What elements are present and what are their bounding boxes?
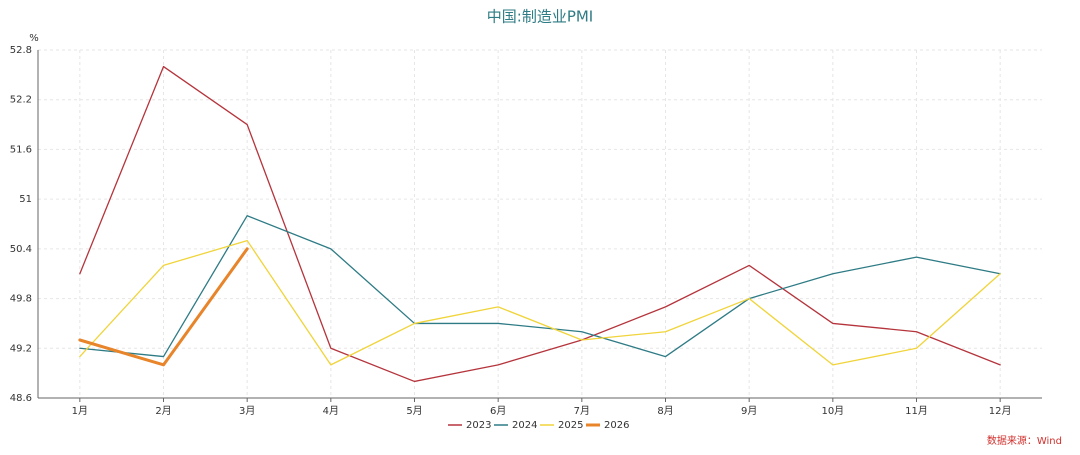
y-unit: %	[29, 33, 39, 44]
x-tick-label: 2月	[155, 405, 171, 417]
y-tick-label: 51.6	[10, 144, 32, 155]
x-tick-label: 7月	[574, 405, 590, 417]
series-line	[79, 239, 1001, 366]
y-tick-label: 49.2	[10, 343, 32, 354]
x-tick-label: 5月	[406, 405, 422, 417]
x-tick-label: 11月	[905, 405, 928, 417]
series-line	[78, 247, 249, 367]
y-tick-label: 49.8	[10, 294, 32, 305]
y-tick-label: 50.4	[10, 244, 32, 255]
legend-label: 2026	[604, 420, 629, 431]
y-tick-label: 52.2	[10, 95, 32, 106]
x-tick-label: 1月	[72, 405, 88, 417]
legend-label: 2025	[558, 420, 583, 431]
y-tick-label: 52.8	[10, 45, 32, 56]
source: 数据来源：Wind	[987, 434, 1062, 447]
x-tick-label: 3月	[239, 405, 255, 417]
x-tick-label: 8月	[657, 405, 673, 417]
legend-label: 2024	[512, 420, 537, 431]
x-tick-label: 6月	[490, 405, 506, 417]
x-tick-label: 4月	[323, 405, 339, 417]
x-tick-label: 9月	[741, 405, 757, 417]
y-tick-label: 51	[19, 194, 32, 205]
series-line	[79, 215, 1001, 358]
chart-title: 中国:制造业PMI	[487, 8, 593, 26]
x-tick-label: 10月	[821, 405, 844, 417]
x-tick-label: 12月	[989, 405, 1012, 417]
legend-label: 2023	[466, 420, 491, 431]
series-line	[79, 65, 1001, 383]
y-tick-label: 48.6	[10, 393, 32, 404]
